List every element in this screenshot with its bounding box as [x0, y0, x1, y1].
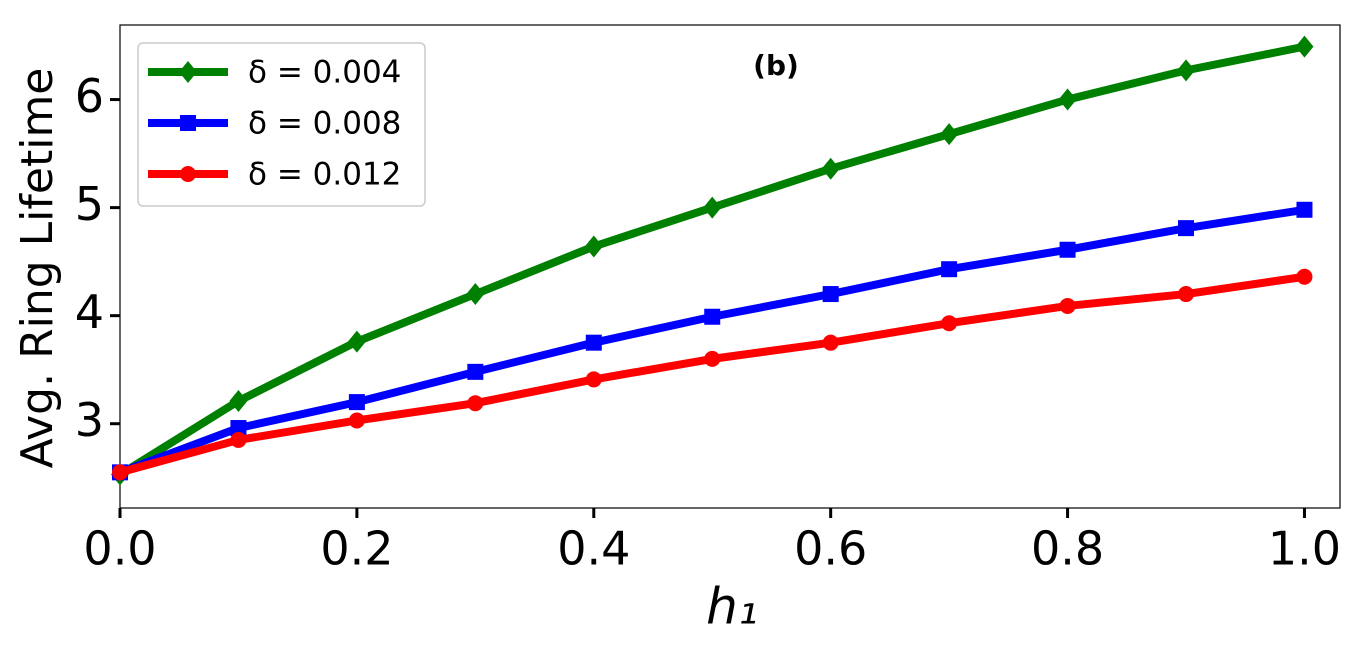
legend-marker	[180, 115, 196, 131]
y-axis-label: Avg. Ring Lifetime	[12, 68, 63, 469]
legend-label: δ = 0.004	[248, 55, 401, 91]
marker	[940, 123, 959, 146]
marker	[1178, 220, 1195, 237]
marker	[1059, 297, 1076, 314]
x-axis-label: h₁	[706, 578, 758, 636]
marker	[822, 334, 839, 351]
x-tick-label: 0.0	[83, 522, 156, 576]
marker	[941, 315, 958, 332]
marker	[1296, 268, 1313, 285]
legend-box	[137, 42, 426, 207]
marker	[821, 157, 840, 180]
marker	[1177, 59, 1196, 82]
marker	[348, 412, 365, 429]
y-tick-label: 6	[75, 69, 104, 123]
marker	[703, 196, 722, 219]
annotation: (b)	[753, 49, 799, 82]
legend-marker	[180, 166, 196, 182]
x-tick-label: 0.6	[794, 522, 867, 576]
marker	[1059, 241, 1076, 258]
marker	[704, 350, 721, 367]
marker	[467, 395, 484, 412]
legend-label: δ = 0.012	[248, 157, 401, 193]
legend-marker	[179, 61, 197, 83]
legend-label: δ = 0.008	[248, 106, 401, 142]
x-tick-label: 1.0	[1268, 522, 1341, 576]
marker	[466, 283, 485, 306]
x-tick-label: 0.4	[557, 522, 630, 576]
marker	[112, 464, 128, 481]
marker	[704, 308, 721, 325]
y-tick-label: 5	[75, 177, 104, 231]
legend: δ = 0.004 δ = 0.008 δ = 0.012	[137, 42, 426, 207]
marker	[941, 261, 958, 278]
marker	[230, 420, 247, 437]
marker	[1296, 201, 1313, 218]
plot-frame	[119, 24, 1341, 509]
y-tick-label: 3	[75, 393, 104, 447]
y-tick-label: 4	[75, 285, 104, 339]
x-tick-label: 0.8	[1031, 522, 1104, 576]
marker	[585, 334, 602, 351]
marker	[822, 286, 839, 303]
marker	[467, 363, 484, 380]
marker	[585, 371, 602, 388]
marker	[1295, 35, 1314, 58]
marker	[1058, 88, 1077, 111]
marker	[230, 431, 247, 448]
marker	[584, 235, 603, 258]
marker	[348, 394, 365, 411]
marker	[1178, 286, 1195, 303]
marker	[229, 390, 248, 413]
x-tick-label: 0.2	[320, 522, 393, 576]
marker	[347, 330, 366, 353]
